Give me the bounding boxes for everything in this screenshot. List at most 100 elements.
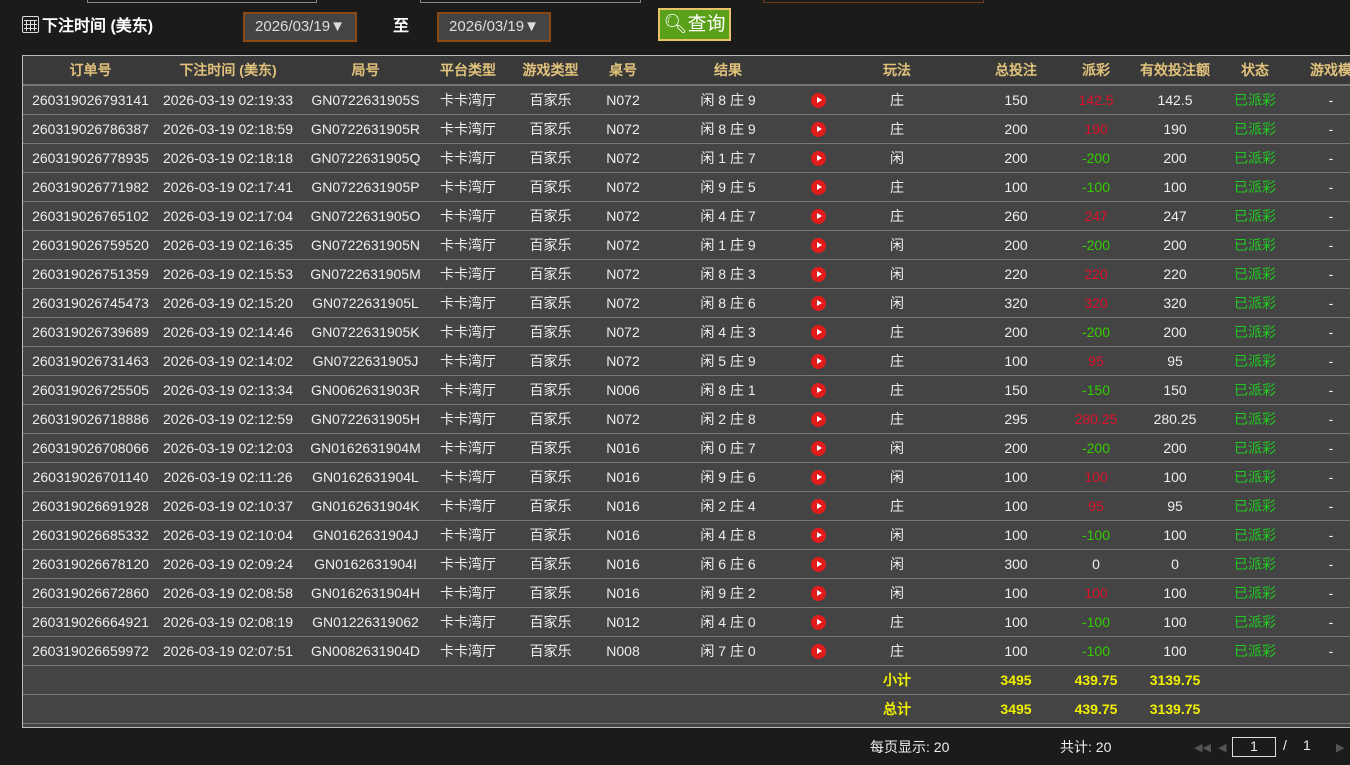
query-button[interactable]: 🔍︎查询: [658, 8, 731, 41]
replay-cell: [808, 549, 828, 579]
table-id: N072: [598, 230, 648, 260]
order-id: 260319026685332: [23, 520, 158, 550]
play-video-icon[interactable]: [810, 150, 826, 166]
result: 闲 0 庄 7: [648, 433, 808, 463]
empty-cell: [648, 694, 808, 724]
play-video-icon[interactable]: [810, 382, 826, 398]
game-mode: -: [1286, 143, 1350, 173]
bet-time: 2026-03-19 02:16:35: [158, 230, 298, 260]
play-video-icon[interactable]: [810, 556, 826, 572]
bet-type: 闲: [828, 230, 966, 260]
table-row: 260319026664921 2026-03-19 02:08:19 GN0122…: [23, 607, 1350, 637]
table-id: N016: [598, 462, 648, 492]
column-header: 平台类型: [433, 56, 503, 86]
total-bet: 100: [966, 607, 1066, 637]
play-video-icon[interactable]: [810, 614, 826, 630]
play-video-icon[interactable]: [810, 643, 826, 659]
status: 已派彩: [1224, 230, 1286, 260]
table-row: 260319026778935 2026-03-19 02:18:18 GN0722…: [23, 143, 1350, 173]
table-row: 260319026701140 2026-03-19 02:11:26 GN0162…: [23, 462, 1350, 492]
result: 闲 4 庄 8: [648, 520, 808, 550]
start-date-select[interactable]: 2026/03/19▼: [243, 12, 357, 42]
round-id: GN0722631905O: [298, 201, 433, 231]
play-video-icon[interactable]: [810, 527, 826, 543]
valid-bet: 200: [1126, 433, 1224, 463]
platform: 卡卡湾厅: [433, 578, 503, 608]
result: 闲 6 庄 6: [648, 549, 808, 579]
round-id: GN0162631904K: [298, 491, 433, 521]
game-mode: -: [1286, 114, 1350, 144]
order-id: 260319026765102: [23, 201, 158, 231]
prev-page-icon[interactable]: ◀: [1218, 742, 1227, 754]
per-page: 每页显示: 20: [870, 739, 950, 755]
result: 闲 9 庄 5: [648, 172, 808, 202]
round-id: GN0162631904M: [298, 433, 433, 463]
play-video-icon[interactable]: [810, 121, 826, 137]
game-mode: -: [1286, 520, 1350, 550]
play-video-icon[interactable]: [810, 469, 826, 485]
order-id: 260319026725505: [23, 375, 158, 405]
bet-type: 闲: [828, 288, 966, 318]
play-video-icon[interactable]: [810, 411, 826, 427]
round-id: GN0122631906​2: [298, 607, 433, 637]
status: 已派彩: [1224, 375, 1286, 405]
play-video-icon[interactable]: [810, 585, 826, 601]
empty-cell: [1224, 694, 1286, 724]
play-video-icon[interactable]: [810, 266, 826, 282]
first-page-icon[interactable]: ◀◀: [1194, 742, 1211, 754]
bet-time: 2026-03-19 02:10:04: [158, 520, 298, 550]
page-input[interactable]: 1: [1232, 737, 1276, 757]
table-row: 260319026731463 2026-03-19 02:14:02 GN0722…: [23, 346, 1350, 376]
next-page-icon[interactable]: ▶: [1336, 742, 1345, 754]
table-id: N072: [598, 85, 648, 115]
table-id: N072: [598, 143, 648, 173]
platform: 卡卡湾厅: [433, 346, 503, 376]
bet-type: 庄: [828, 346, 966, 376]
play-video-icon[interactable]: [810, 93, 826, 109]
subtotal-row: 小计 3495 439.75 3139.75: [23, 665, 1350, 695]
table-row: 260319026691928 2026-03-19 02:10:37 GN0162…: [23, 491, 1350, 521]
play-video-icon[interactable]: [810, 179, 826, 195]
page-separator: /: [1283, 737, 1287, 753]
game-mode: -: [1286, 404, 1350, 434]
table-row: 260319026708066 2026-03-19 02:12:03 GN0162…: [23, 433, 1350, 463]
play-video-icon[interactable]: [810, 237, 826, 253]
order-id: 260319026771982: [23, 172, 158, 202]
column-header: 派彩: [1066, 56, 1126, 86]
table-row: 260319026659972 2026-03-19 02:07:51 GN0082…: [23, 636, 1350, 666]
status: 已派彩: [1224, 114, 1286, 144]
total-label: 总计: [828, 694, 966, 724]
play-video-icon[interactable]: [810, 440, 826, 456]
game-mode: -: [1286, 433, 1350, 463]
platform: 卡卡湾厅: [433, 636, 503, 666]
replay-cell: [808, 85, 828, 115]
payout: 190: [1066, 114, 1126, 144]
round-id: GN0722631905S: [298, 85, 433, 115]
play-video-icon[interactable]: [810, 498, 826, 514]
empty-cell: [648, 665, 808, 695]
replay-cell: [808, 433, 828, 463]
subtotal-bet: 3495: [966, 665, 1066, 695]
play-video-icon[interactable]: [810, 324, 826, 340]
order-id: 260319026759520: [23, 230, 158, 260]
play-video-icon[interactable]: [810, 208, 826, 224]
game-type: 百家乐: [503, 578, 598, 608]
game-mode: -: [1286, 85, 1350, 115]
play-video-icon[interactable]: [810, 295, 826, 311]
table-row: 260319026725505 2026-03-19 02:13:34 GN0062…: [23, 375, 1350, 405]
end-date-select[interactable]: 2026/03/19▼: [437, 12, 551, 42]
result: 闲 1 庄 7: [648, 143, 808, 173]
table-id: N016: [598, 549, 648, 579]
play-video-icon[interactable]: [810, 353, 826, 369]
empty-cell: [1224, 665, 1286, 695]
empty-cell: [433, 694, 503, 724]
column-header: 状态: [1224, 56, 1286, 86]
game-mode: -: [1286, 346, 1350, 376]
table-id: N072: [598, 346, 648, 376]
replay-cell: [808, 607, 828, 637]
valid-bet: 0: [1126, 549, 1224, 579]
bet-time: 2026-03-19 02:11:26: [158, 462, 298, 492]
bet-type: 闲: [828, 143, 966, 173]
game-type: 百家乐: [503, 404, 598, 434]
query-label: 查询: [687, 14, 726, 35]
